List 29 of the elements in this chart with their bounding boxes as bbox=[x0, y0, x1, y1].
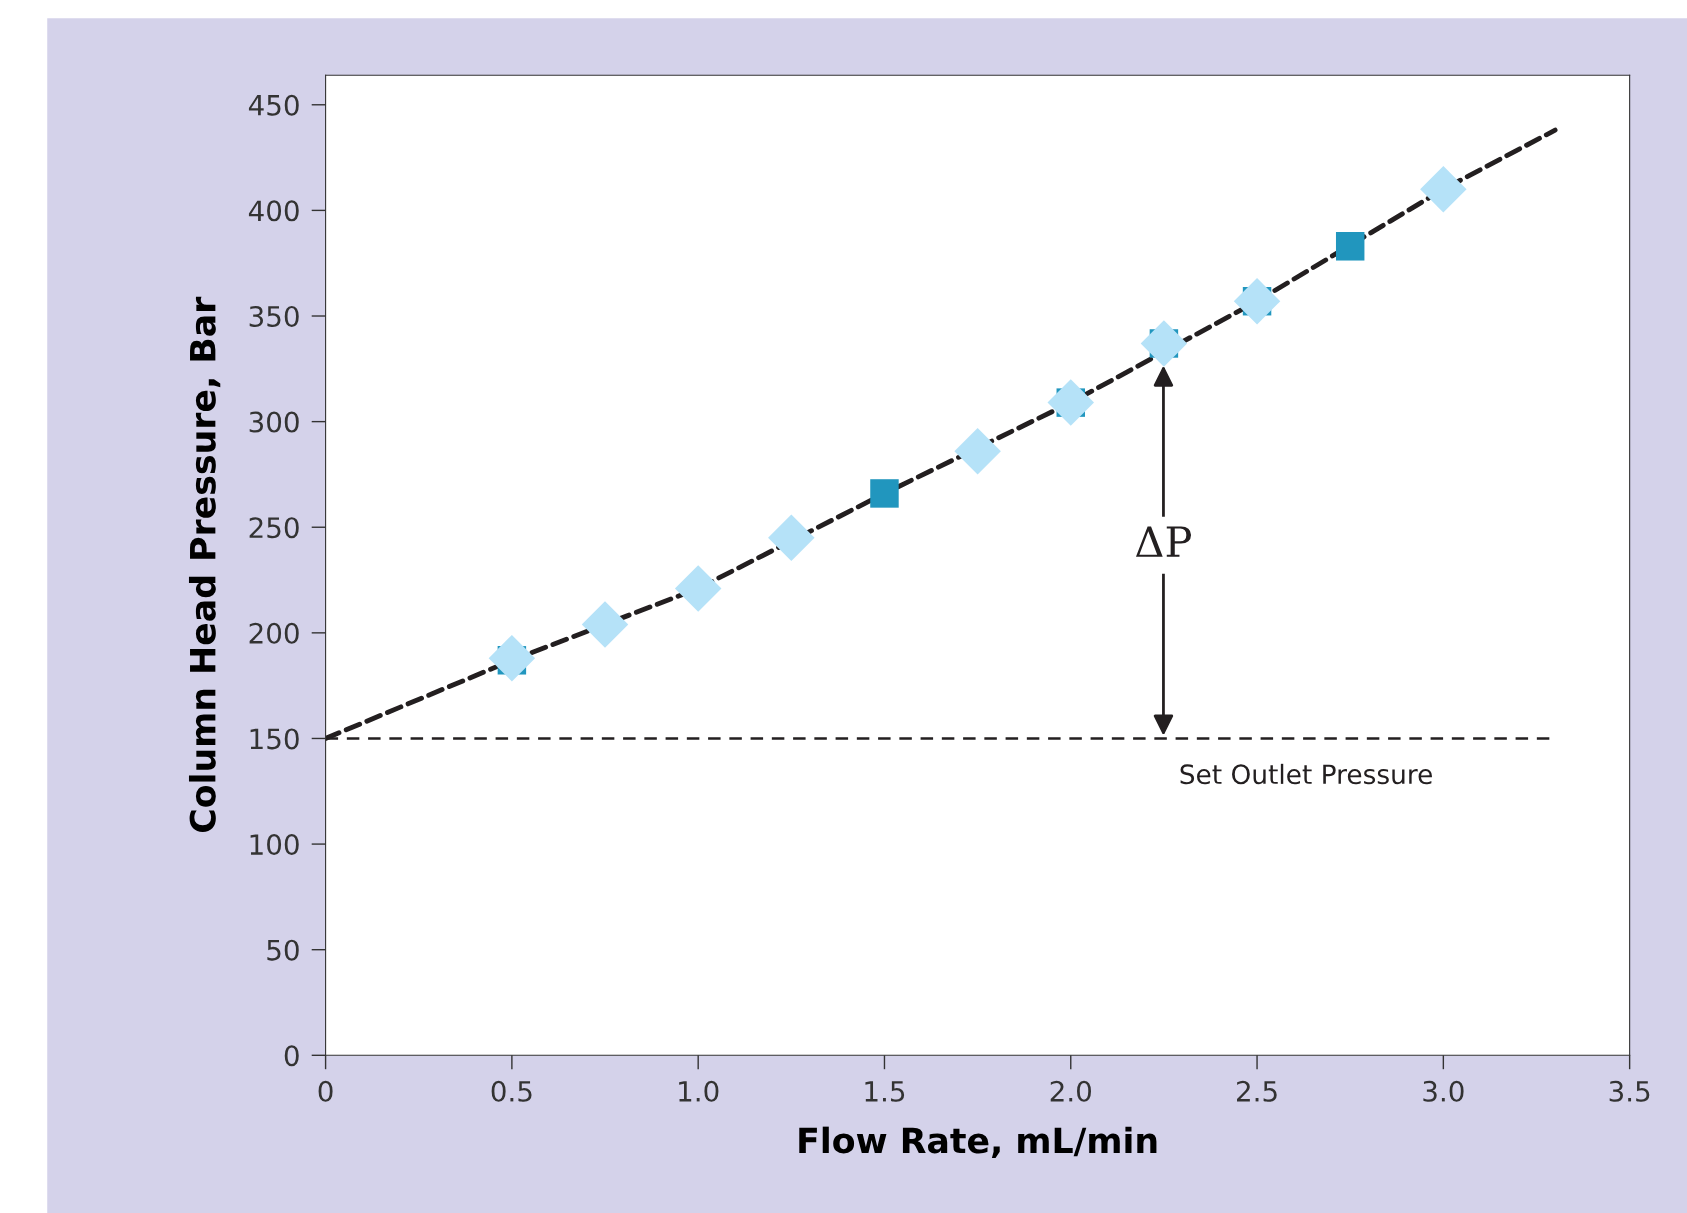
y-tick-label: 350 bbox=[249, 305, 299, 327]
y-tick-label: 400 bbox=[248, 200, 299, 222]
x-axis-title: Flow Rate, mL/min bbox=[799, 1126, 1157, 1158]
x-tick-label: 1.5 bbox=[865, 1081, 905, 1102]
x-tick-label: 0 bbox=[318, 1080, 333, 1102]
annotation: ΔP bbox=[1135, 526, 1192, 557]
y-tick-label: 250 bbox=[249, 517, 299, 539]
x-tick-label: 2.5 bbox=[1237, 1080, 1277, 1102]
y-tick-label: 200 bbox=[249, 622, 299, 644]
point bbox=[581, 601, 629, 648]
y-tick-label: 50 bbox=[267, 939, 299, 961]
point bbox=[954, 427, 1001, 475]
y-tick-label: 150 bbox=[250, 728, 299, 750]
x-tick-label: 3.0 bbox=[1423, 1080, 1464, 1102]
x-tick-label: 0.5 bbox=[491, 1080, 532, 1102]
point bbox=[1335, 232, 1365, 261]
point bbox=[1420, 166, 1467, 213]
y-tick-label: 0 bbox=[284, 1045, 299, 1067]
point bbox=[674, 565, 722, 612]
x-tick-label: 3.5 bbox=[1609, 1080, 1650, 1102]
x-tick-label: 2.0 bbox=[1050, 1080, 1092, 1102]
point bbox=[768, 514, 815, 562]
y-axis-title: Column Head Pressure, Bar bbox=[188, 296, 221, 833]
y-tick-label: 100 bbox=[250, 834, 299, 856]
y-tick-label: 450 bbox=[248, 94, 299, 116]
x-tick-label: 1.0 bbox=[679, 1080, 719, 1102]
point bbox=[870, 479, 899, 508]
y-tick-label: 300 bbox=[249, 411, 299, 433]
legend-label: Set Outlet Pressure bbox=[1180, 763, 1432, 785]
